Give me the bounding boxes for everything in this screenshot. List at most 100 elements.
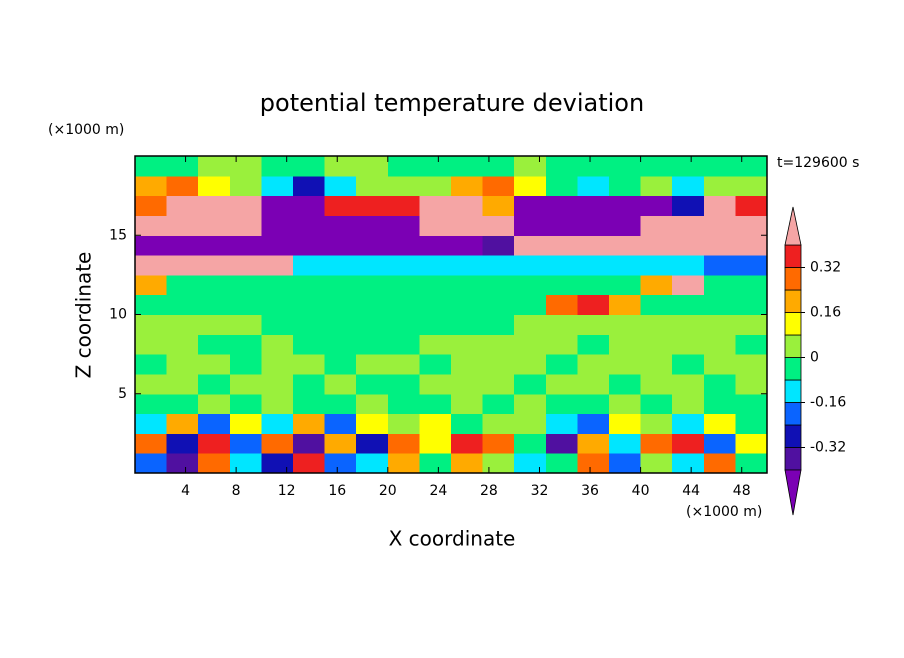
contour-cell <box>229 175 262 197</box>
contour-cell <box>577 393 610 415</box>
contour-cell <box>735 215 768 236</box>
contour-cell <box>356 393 389 415</box>
x-tick-label: 8 <box>232 483 241 499</box>
contour-cell <box>514 373 547 395</box>
contour-cell <box>482 235 515 256</box>
contour-cell <box>293 175 326 197</box>
contour-cell <box>640 354 673 375</box>
contour-cell <box>577 453 610 474</box>
contour-cell <box>514 413 547 434</box>
x-tick-label: 36 <box>581 483 599 499</box>
x-tick-label: 20 <box>379 483 397 499</box>
contour-cell <box>293 274 326 296</box>
contour-cell <box>261 294 294 315</box>
contour-cell <box>703 433 736 454</box>
contour-cell <box>545 215 578 236</box>
contour-cell <box>293 354 326 375</box>
colorbar: -0.32 -0.16 0 0.16 0.32 <box>784 206 846 516</box>
contour-cell <box>735 294 768 315</box>
contour-cell <box>419 433 452 454</box>
contour-cell <box>545 314 578 335</box>
contour-cell <box>356 235 389 256</box>
contour-cell <box>672 314 705 335</box>
x-unit: (×1000 m) <box>686 504 762 520</box>
contour-cell <box>261 413 294 434</box>
contour-cell <box>135 373 168 395</box>
contour-cell <box>135 175 168 197</box>
contour-cell <box>387 156 420 177</box>
contour-cell <box>135 413 168 434</box>
contour-cell <box>166 354 199 375</box>
contour-cell <box>451 373 484 395</box>
contour-cell <box>514 433 547 454</box>
contour-cell <box>703 413 736 434</box>
contour-cell <box>514 156 547 177</box>
contour-cell <box>482 156 515 177</box>
contour-cell <box>703 393 736 415</box>
contour-cell <box>545 175 578 197</box>
contour-cell <box>261 453 294 474</box>
contour-cell <box>293 215 326 236</box>
contour-cell <box>609 453 642 474</box>
contour-cell <box>324 294 357 315</box>
contour-cell <box>577 334 610 355</box>
contour-cell <box>672 453 705 474</box>
contour-cell <box>545 156 578 177</box>
contour-cell <box>166 294 199 315</box>
contour-cell <box>324 255 357 276</box>
contour-cell <box>261 195 294 216</box>
contour-cell <box>514 314 547 335</box>
contour-cell <box>261 433 294 454</box>
contour-cell <box>451 314 484 335</box>
contour-cell <box>609 195 642 216</box>
contour-cell <box>640 175 673 197</box>
contour-cell <box>514 235 547 256</box>
contour-cell <box>577 413 610 434</box>
contour-cell <box>324 235 357 256</box>
colorbar-tick-label: 0.16 <box>810 305 841 321</box>
contour-cell <box>419 195 452 216</box>
contour-cell <box>356 433 389 454</box>
contour-cell <box>451 215 484 236</box>
contour-cell <box>482 274 515 296</box>
contour-cell <box>198 255 231 276</box>
contour-cell <box>324 334 357 355</box>
contour-cell <box>545 373 578 395</box>
contour-cell <box>166 373 199 395</box>
contour-cell <box>545 294 578 315</box>
contour-cell <box>324 195 357 216</box>
contour-cell <box>419 453 452 474</box>
contour-cell <box>324 413 357 434</box>
contour-cell <box>514 393 547 415</box>
contour-cell <box>482 334 515 355</box>
contour-cell <box>482 294 515 315</box>
contour-cell <box>387 373 420 395</box>
contour-cell <box>703 175 736 197</box>
x-tick-label: 4 <box>181 483 190 499</box>
contour-cell <box>735 314 768 335</box>
contour-cell <box>387 294 420 315</box>
contour-cell <box>672 413 705 434</box>
contour-cell <box>135 294 168 315</box>
contour-cell <box>482 393 515 415</box>
contour-cell <box>609 255 642 276</box>
contour-cell <box>166 215 199 236</box>
contour-cell <box>324 393 357 415</box>
colorbar-box <box>784 402 802 426</box>
contour-cell <box>198 334 231 355</box>
contour-cell <box>482 354 515 375</box>
contour-cell <box>166 175 199 197</box>
contour-cell <box>293 235 326 256</box>
y-tick-label: 10 <box>109 307 127 323</box>
colorbar-box <box>784 379 802 403</box>
contour-cell <box>135 274 168 296</box>
contour-cell <box>419 413 452 434</box>
contour-cell <box>672 235 705 256</box>
contour-cell <box>482 255 515 276</box>
contour-cell <box>419 354 452 375</box>
contour-cell <box>703 215 736 236</box>
contour-cell <box>703 453 736 474</box>
contour-cell <box>324 156 357 177</box>
contour-cell <box>198 175 231 197</box>
